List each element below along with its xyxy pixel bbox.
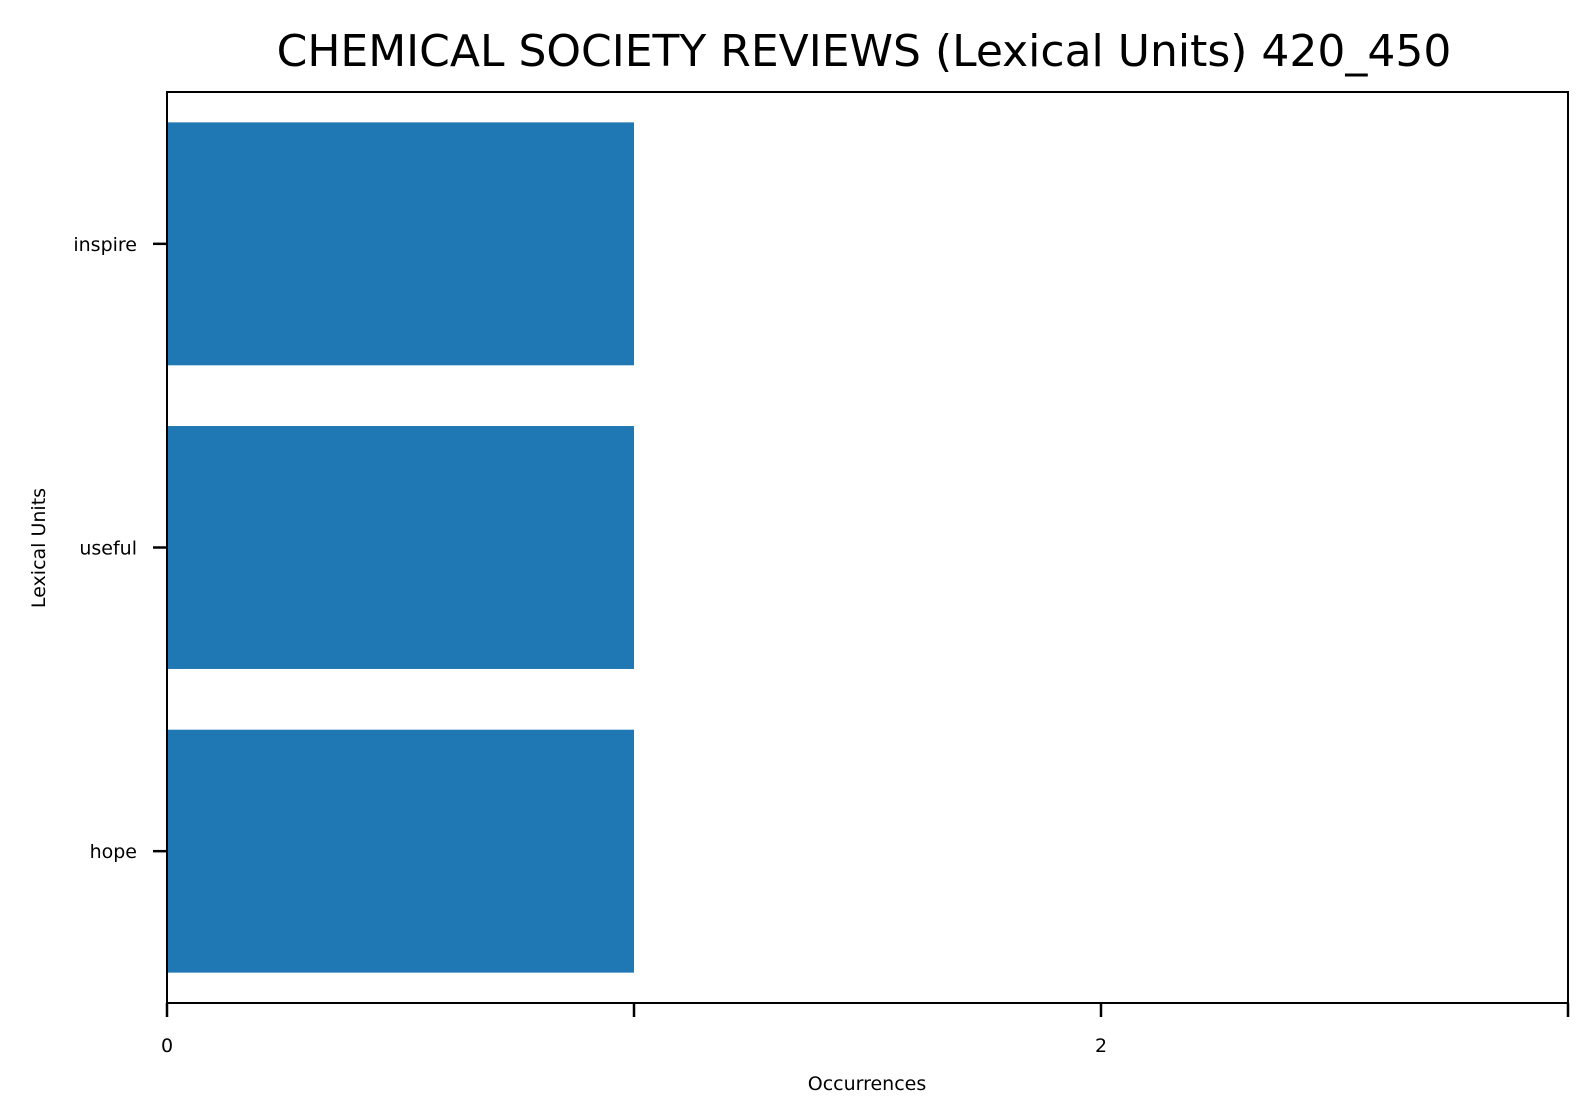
y-axis-label: Lexical Units xyxy=(28,488,50,608)
x-tick-label: 2 xyxy=(1095,1035,1107,1057)
x-tick-label: 0 xyxy=(161,1035,173,1057)
plot-frame xyxy=(166,91,1569,1004)
y-ticks: inspire useful hope xyxy=(73,234,167,863)
x-axis-label: Occurrences xyxy=(808,1073,927,1095)
y-tick-label: inspire xyxy=(73,234,137,256)
bar-inspire xyxy=(167,122,634,366)
chart-title: CHEMICAL SOCIETY REVIEWS (Lexical Units)… xyxy=(277,26,1452,77)
bar-hope xyxy=(167,729,634,973)
y-tick-label: hope xyxy=(90,841,137,863)
bars-layer xyxy=(167,122,634,973)
y-tick-label: useful xyxy=(79,538,137,560)
bar-useful xyxy=(167,426,634,669)
